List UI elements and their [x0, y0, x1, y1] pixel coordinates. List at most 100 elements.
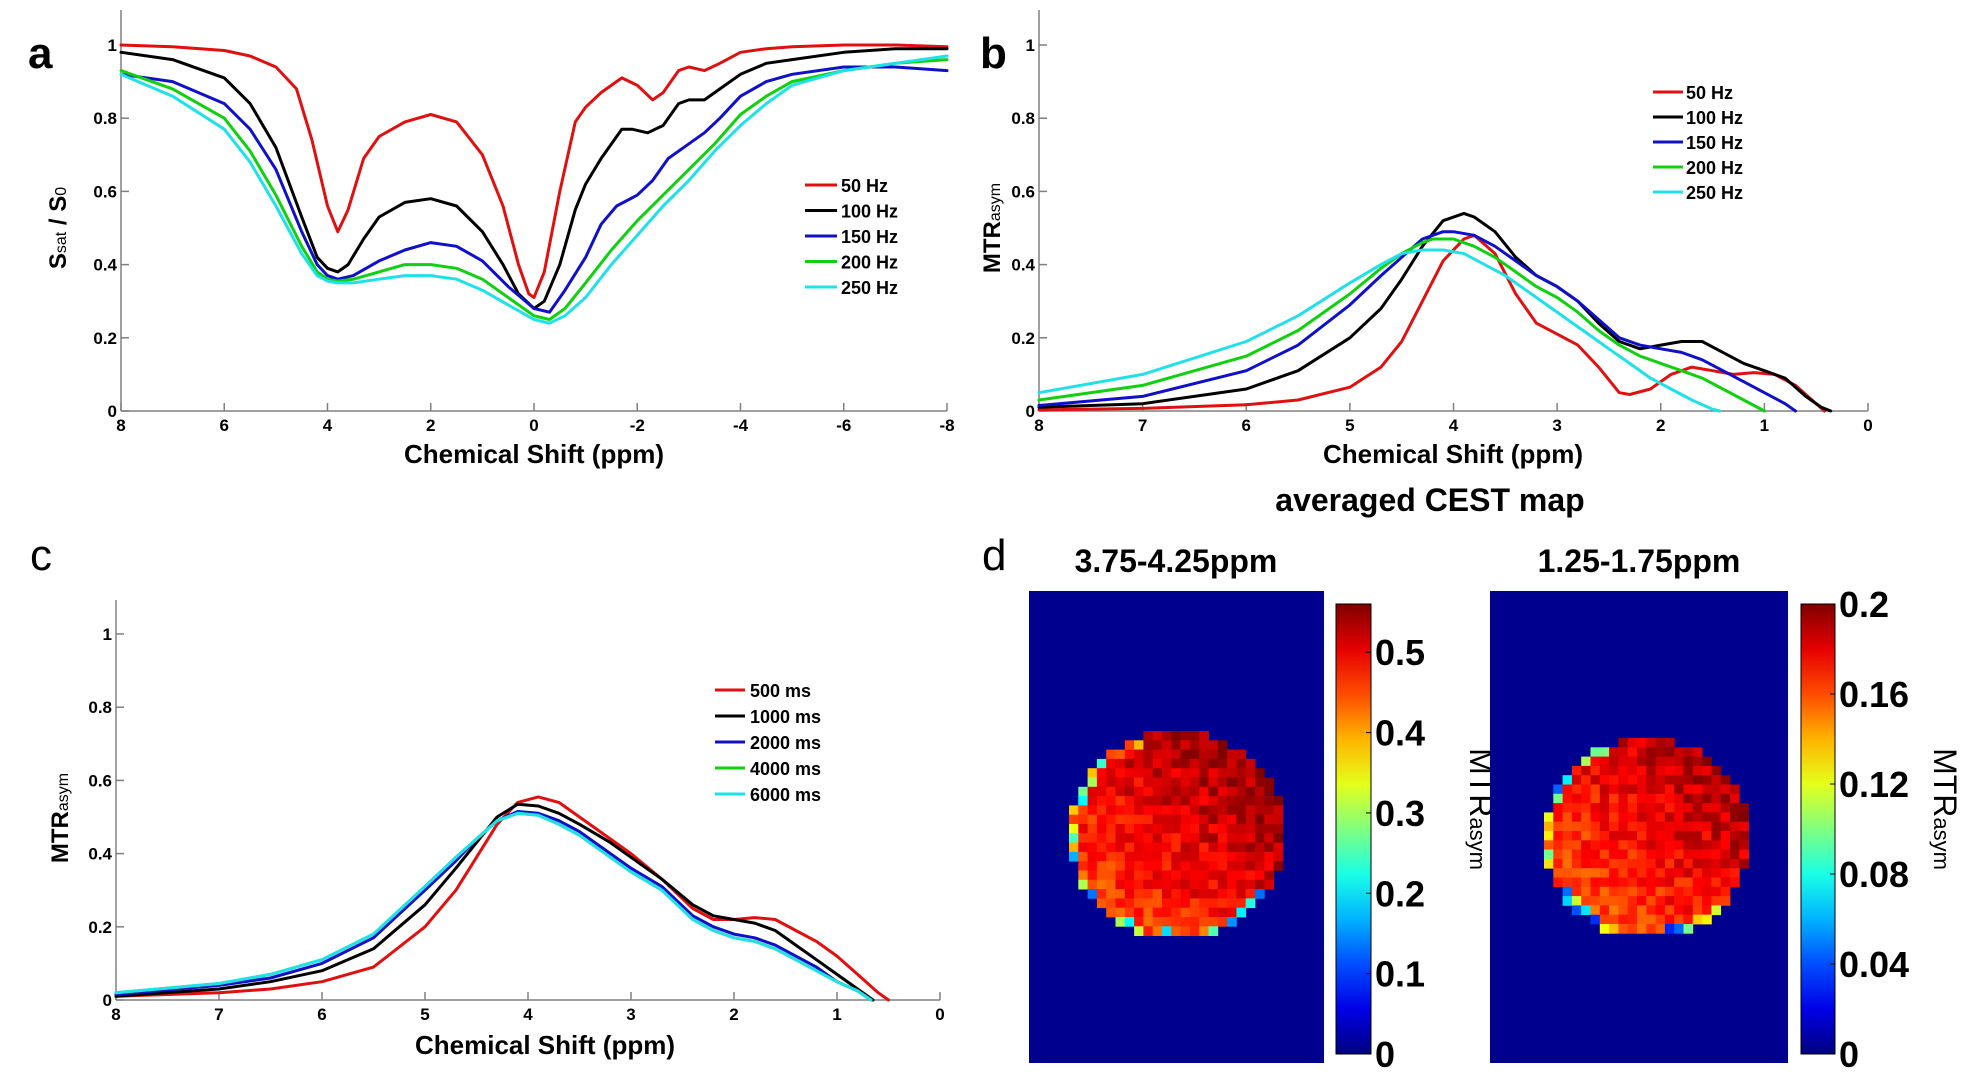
map-pixel — [1189, 786, 1200, 797]
map-pixel — [1674, 784, 1684, 795]
x-tick-label: 5 — [420, 1005, 429, 1024]
map-pixel — [1096, 851, 1107, 862]
map-pixel — [1720, 896, 1731, 906]
map-pixel — [1096, 796, 1107, 806]
map-pixel — [1609, 756, 1619, 767]
map-pixel — [1227, 777, 1237, 788]
map-pixel — [1162, 758, 1172, 769]
map-pixel — [1162, 917, 1172, 927]
map-pixel — [1171, 740, 1181, 750]
map-pixel — [1143, 917, 1154, 927]
map-pixel — [1227, 768, 1237, 778]
map-pixel — [1739, 812, 1749, 823]
x-tick-label: -4 — [733, 416, 749, 435]
map-pixel — [1264, 805, 1274, 816]
legend-label: 250 Hz — [1686, 183, 1743, 203]
map-pixel — [1245, 805, 1256, 816]
map-pixel — [1217, 814, 1228, 825]
map-pixel — [1171, 786, 1181, 797]
map-pixel — [1544, 858, 1554, 869]
map-pixel — [1637, 738, 1647, 748]
map-pixel — [1087, 814, 1098, 825]
series-line-6000-ms — [114, 811, 873, 1002]
map-pixel — [1720, 849, 1731, 860]
map-pixel — [1273, 796, 1284, 806]
map-pixel — [1711, 784, 1722, 795]
map-pixel — [1692, 858, 1703, 869]
map-pixel — [1553, 849, 1563, 860]
map-pixel — [1217, 907, 1228, 918]
map-pixel — [1702, 784, 1712, 795]
map-pixel — [1664, 877, 1675, 888]
map-pixel — [1571, 793, 1582, 804]
map-pixel — [1609, 914, 1619, 925]
map-pixel — [1208, 805, 1219, 816]
map-pixel — [1664, 747, 1675, 757]
map-pixel — [1655, 793, 1666, 804]
map-pixel — [1180, 907, 1191, 918]
map-pixel — [1106, 805, 1116, 816]
map-pixel — [1609, 858, 1619, 869]
map-pixel — [1609, 886, 1619, 897]
map-pixel — [1571, 877, 1582, 888]
map-pixel — [1711, 793, 1722, 804]
map-pixel — [1255, 870, 1265, 881]
map-pixel — [1711, 849, 1722, 860]
map-pixel — [1171, 749, 1181, 760]
map-pixel — [1581, 803, 1591, 813]
map-pixel — [1655, 905, 1666, 916]
map-pixel — [1199, 870, 1209, 881]
map-pixel — [1609, 877, 1619, 888]
series-line-200-hz — [119, 58, 949, 321]
panel-label-b: b — [980, 29, 1007, 78]
legend-label: 2000 ms — [750, 733, 821, 753]
map-pixel — [1078, 870, 1088, 881]
map-pixel — [1544, 812, 1554, 823]
map-pixel — [1180, 851, 1191, 862]
map-pixel — [1581, 793, 1591, 804]
map-pixel — [1236, 907, 1247, 918]
map-pixel — [1171, 926, 1181, 936]
map-pixel — [1599, 756, 1610, 767]
map-pixel — [1590, 914, 1601, 925]
map-pixel — [1730, 831, 1740, 841]
map-pixel — [1227, 898, 1237, 909]
map-pixel — [1618, 840, 1629, 850]
map-pixel — [1655, 821, 1666, 832]
map-pixel — [1106, 814, 1116, 825]
map-pixel — [1078, 814, 1088, 825]
map-pixel — [1227, 805, 1237, 816]
map-pixel — [1571, 840, 1582, 850]
map-pixel — [1245, 898, 1256, 909]
map-pixel — [1162, 870, 1172, 881]
map-pixel — [1069, 814, 1079, 825]
colorbar — [1335, 603, 1372, 1055]
map-pixel — [1171, 814, 1181, 825]
map-pixel — [1255, 777, 1265, 788]
map-pixel — [1227, 851, 1237, 862]
map-pixel — [1152, 907, 1163, 918]
panel-label-c: c — [30, 531, 52, 580]
map-pixel — [1171, 907, 1181, 918]
map-pixel — [1627, 858, 1638, 869]
map-pixel — [1134, 749, 1144, 760]
map-pixel — [1627, 831, 1638, 841]
x-tick-label: 6 — [1242, 416, 1251, 435]
map-pixel — [1087, 777, 1098, 788]
map-pixel — [1581, 812, 1591, 823]
map-pixel — [1637, 877, 1647, 888]
x-tick-label: 5 — [1345, 416, 1354, 435]
map-pixel — [1115, 907, 1126, 918]
map-pixel — [1199, 731, 1209, 741]
map-pixel — [1627, 756, 1638, 767]
map-pixel — [1674, 886, 1684, 897]
map-pixel — [1199, 907, 1209, 918]
map-pixel — [1627, 924, 1638, 934]
map-pixel — [1236, 796, 1247, 806]
map-pixel — [1646, 896, 1656, 906]
map-pixel — [1078, 842, 1088, 853]
map-pixel — [1199, 796, 1209, 806]
map-pixel — [1180, 842, 1191, 853]
map-pixel — [1106, 786, 1116, 797]
x-tick-label: 2 — [426, 416, 435, 435]
